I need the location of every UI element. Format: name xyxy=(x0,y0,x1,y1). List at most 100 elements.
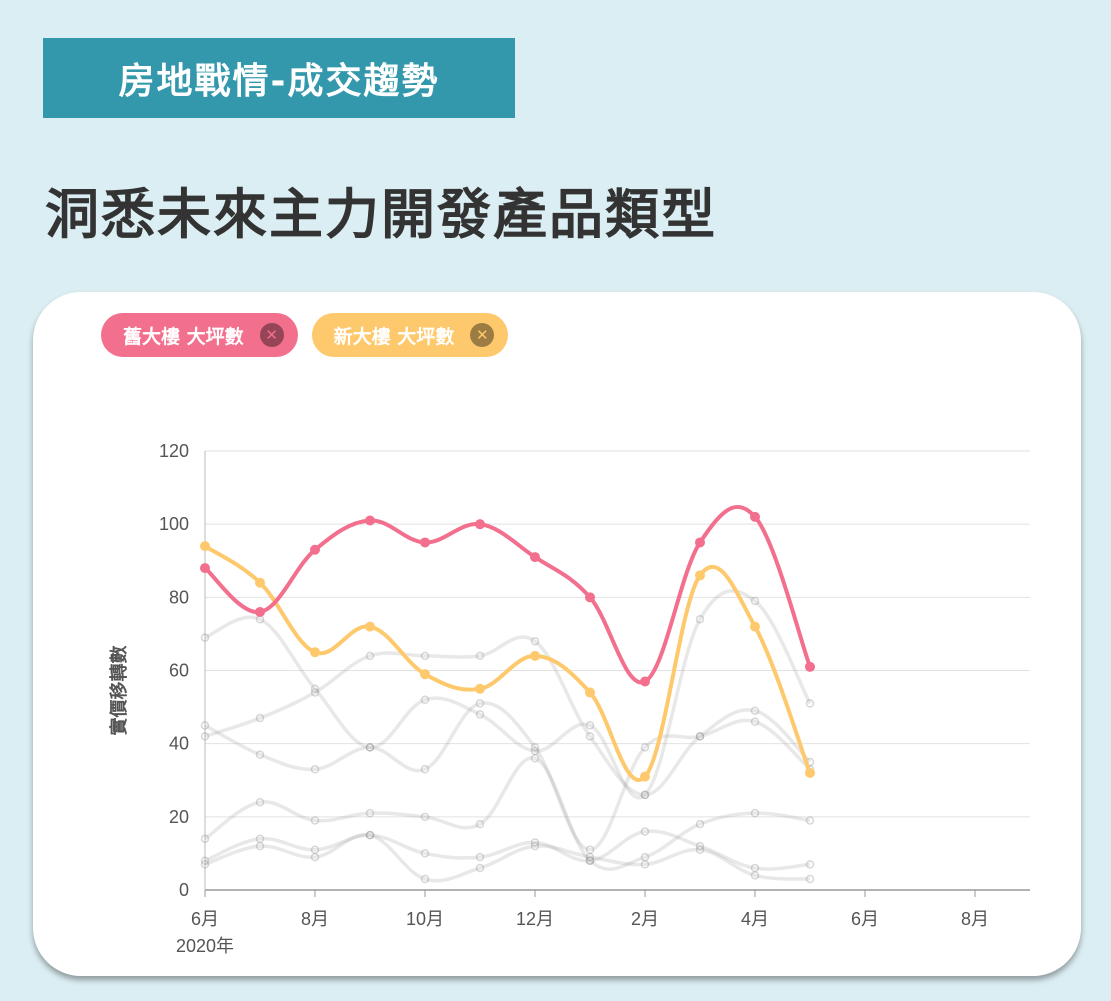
series-point xyxy=(365,621,375,632)
background-series-point xyxy=(750,863,760,873)
series-point xyxy=(420,537,430,548)
background-series-point xyxy=(640,827,650,836)
background-series-point xyxy=(200,860,210,869)
background-series-point xyxy=(255,713,265,723)
background-series-point xyxy=(750,596,760,606)
background-series-point xyxy=(530,746,540,756)
y-tick-label: 120 xyxy=(159,441,189,461)
x-tick-label: 6月 xyxy=(191,909,219,929)
series-point xyxy=(530,650,540,661)
y-tick-label: 80 xyxy=(169,587,189,607)
series-point xyxy=(365,515,375,526)
background-series-point xyxy=(310,688,320,697)
background-series-point xyxy=(475,852,485,862)
background-series-point xyxy=(255,841,265,851)
background-series-point xyxy=(640,790,650,800)
page-title: 洞悉未來主力開發產品類型 xyxy=(45,183,717,246)
series-point xyxy=(255,577,265,588)
background-series-line xyxy=(204,829,811,871)
background-series-point xyxy=(255,834,265,844)
background-series-point xyxy=(255,750,265,759)
background-series-line xyxy=(204,701,812,852)
y-tick-label: 40 xyxy=(169,734,189,754)
series-point xyxy=(420,669,430,680)
background-series-point xyxy=(750,808,760,818)
background-series-point xyxy=(310,845,320,855)
background-series-point xyxy=(365,743,375,752)
series-point xyxy=(750,511,760,522)
series-point xyxy=(640,771,650,782)
background-series-point xyxy=(200,721,210,730)
background-series-line xyxy=(204,833,811,883)
chart-legend: 舊大樓 大坪數 ✕ 新大樓 大坪數 ✕ xyxy=(101,313,509,357)
background-series-point xyxy=(805,699,815,708)
series-point xyxy=(750,621,760,632)
background-series-point xyxy=(805,816,815,825)
background-series-point xyxy=(365,830,375,840)
background-series-line xyxy=(204,589,812,800)
background-series-point xyxy=(420,849,430,858)
background-series-point xyxy=(695,615,705,624)
x-tick-label: 10月 xyxy=(406,909,444,929)
series-point xyxy=(310,647,320,658)
section-tag: 房地戰情-成交趨勢 xyxy=(43,38,515,118)
background-series-point xyxy=(640,743,650,752)
background-series-point xyxy=(695,845,705,855)
y-tick-label: 0 xyxy=(179,880,189,900)
background-series-point xyxy=(585,845,595,855)
background-series-point xyxy=(420,651,430,661)
series-point xyxy=(200,541,210,552)
background-series-point xyxy=(750,717,760,726)
chart-card: 舊大樓 大坪數 ✕ 新大樓 大坪數 ✕ 0 20 40 60 80 100 120 6月 8月 1… xyxy=(33,292,1081,976)
series-point xyxy=(530,552,540,563)
background-series-point xyxy=(640,790,650,800)
background-series-point xyxy=(695,841,705,851)
background-series-point xyxy=(805,860,815,869)
legend-label: 新大樓 大坪數 xyxy=(333,325,455,348)
background-series-point xyxy=(420,812,430,822)
background-series-point xyxy=(530,636,540,646)
series-point xyxy=(475,519,485,530)
background-series-point xyxy=(750,706,760,715)
background-series-point xyxy=(420,874,430,884)
series-point xyxy=(805,661,815,672)
y-axis-title: 實價移轉數 xyxy=(108,646,129,736)
background-series-point xyxy=(695,732,705,741)
background-series-point xyxy=(640,860,650,869)
series-point xyxy=(200,563,210,574)
background-series-point xyxy=(585,721,595,730)
background-series-point xyxy=(805,874,815,884)
background-series-point xyxy=(530,838,540,847)
x-year-label: 2020年 xyxy=(176,936,234,956)
series-point xyxy=(310,544,320,555)
x-tick-label: 2月 xyxy=(631,909,659,929)
background-series-point xyxy=(365,743,375,752)
background-series-point xyxy=(475,699,485,708)
legend-chip-old-building[interactable]: 舊大樓 大坪數 ✕ xyxy=(101,313,298,357)
series-point xyxy=(805,767,815,778)
background-series-point xyxy=(475,863,485,873)
background-series-point xyxy=(585,856,595,865)
background-series-point xyxy=(420,765,430,774)
y-tick-label: 20 xyxy=(169,807,189,827)
series-point xyxy=(585,687,595,698)
x-tick-label: 6月 xyxy=(851,909,879,929)
background-series-point xyxy=(750,871,760,880)
background-series-point xyxy=(365,651,375,661)
background-series-line xyxy=(204,635,812,797)
background-series-point xyxy=(420,695,430,705)
close-icon[interactable]: ✕ xyxy=(470,323,495,347)
legend-chip-new-building[interactable]: 新大樓 大坪數 ✕ xyxy=(311,313,509,357)
background-series-point xyxy=(585,852,595,862)
background-series-point xyxy=(475,819,485,829)
background-series-point xyxy=(255,797,265,807)
background-series-point xyxy=(640,852,650,862)
x-tick-label: 8月 xyxy=(301,909,329,929)
series-point xyxy=(695,537,705,548)
background-series-point xyxy=(200,633,210,642)
background-series-point xyxy=(585,856,595,865)
background-series-point xyxy=(310,684,320,694)
close-icon[interactable]: ✕ xyxy=(259,323,284,347)
y-tick-label: 100 xyxy=(159,514,189,534)
background-series-point xyxy=(475,710,485,719)
